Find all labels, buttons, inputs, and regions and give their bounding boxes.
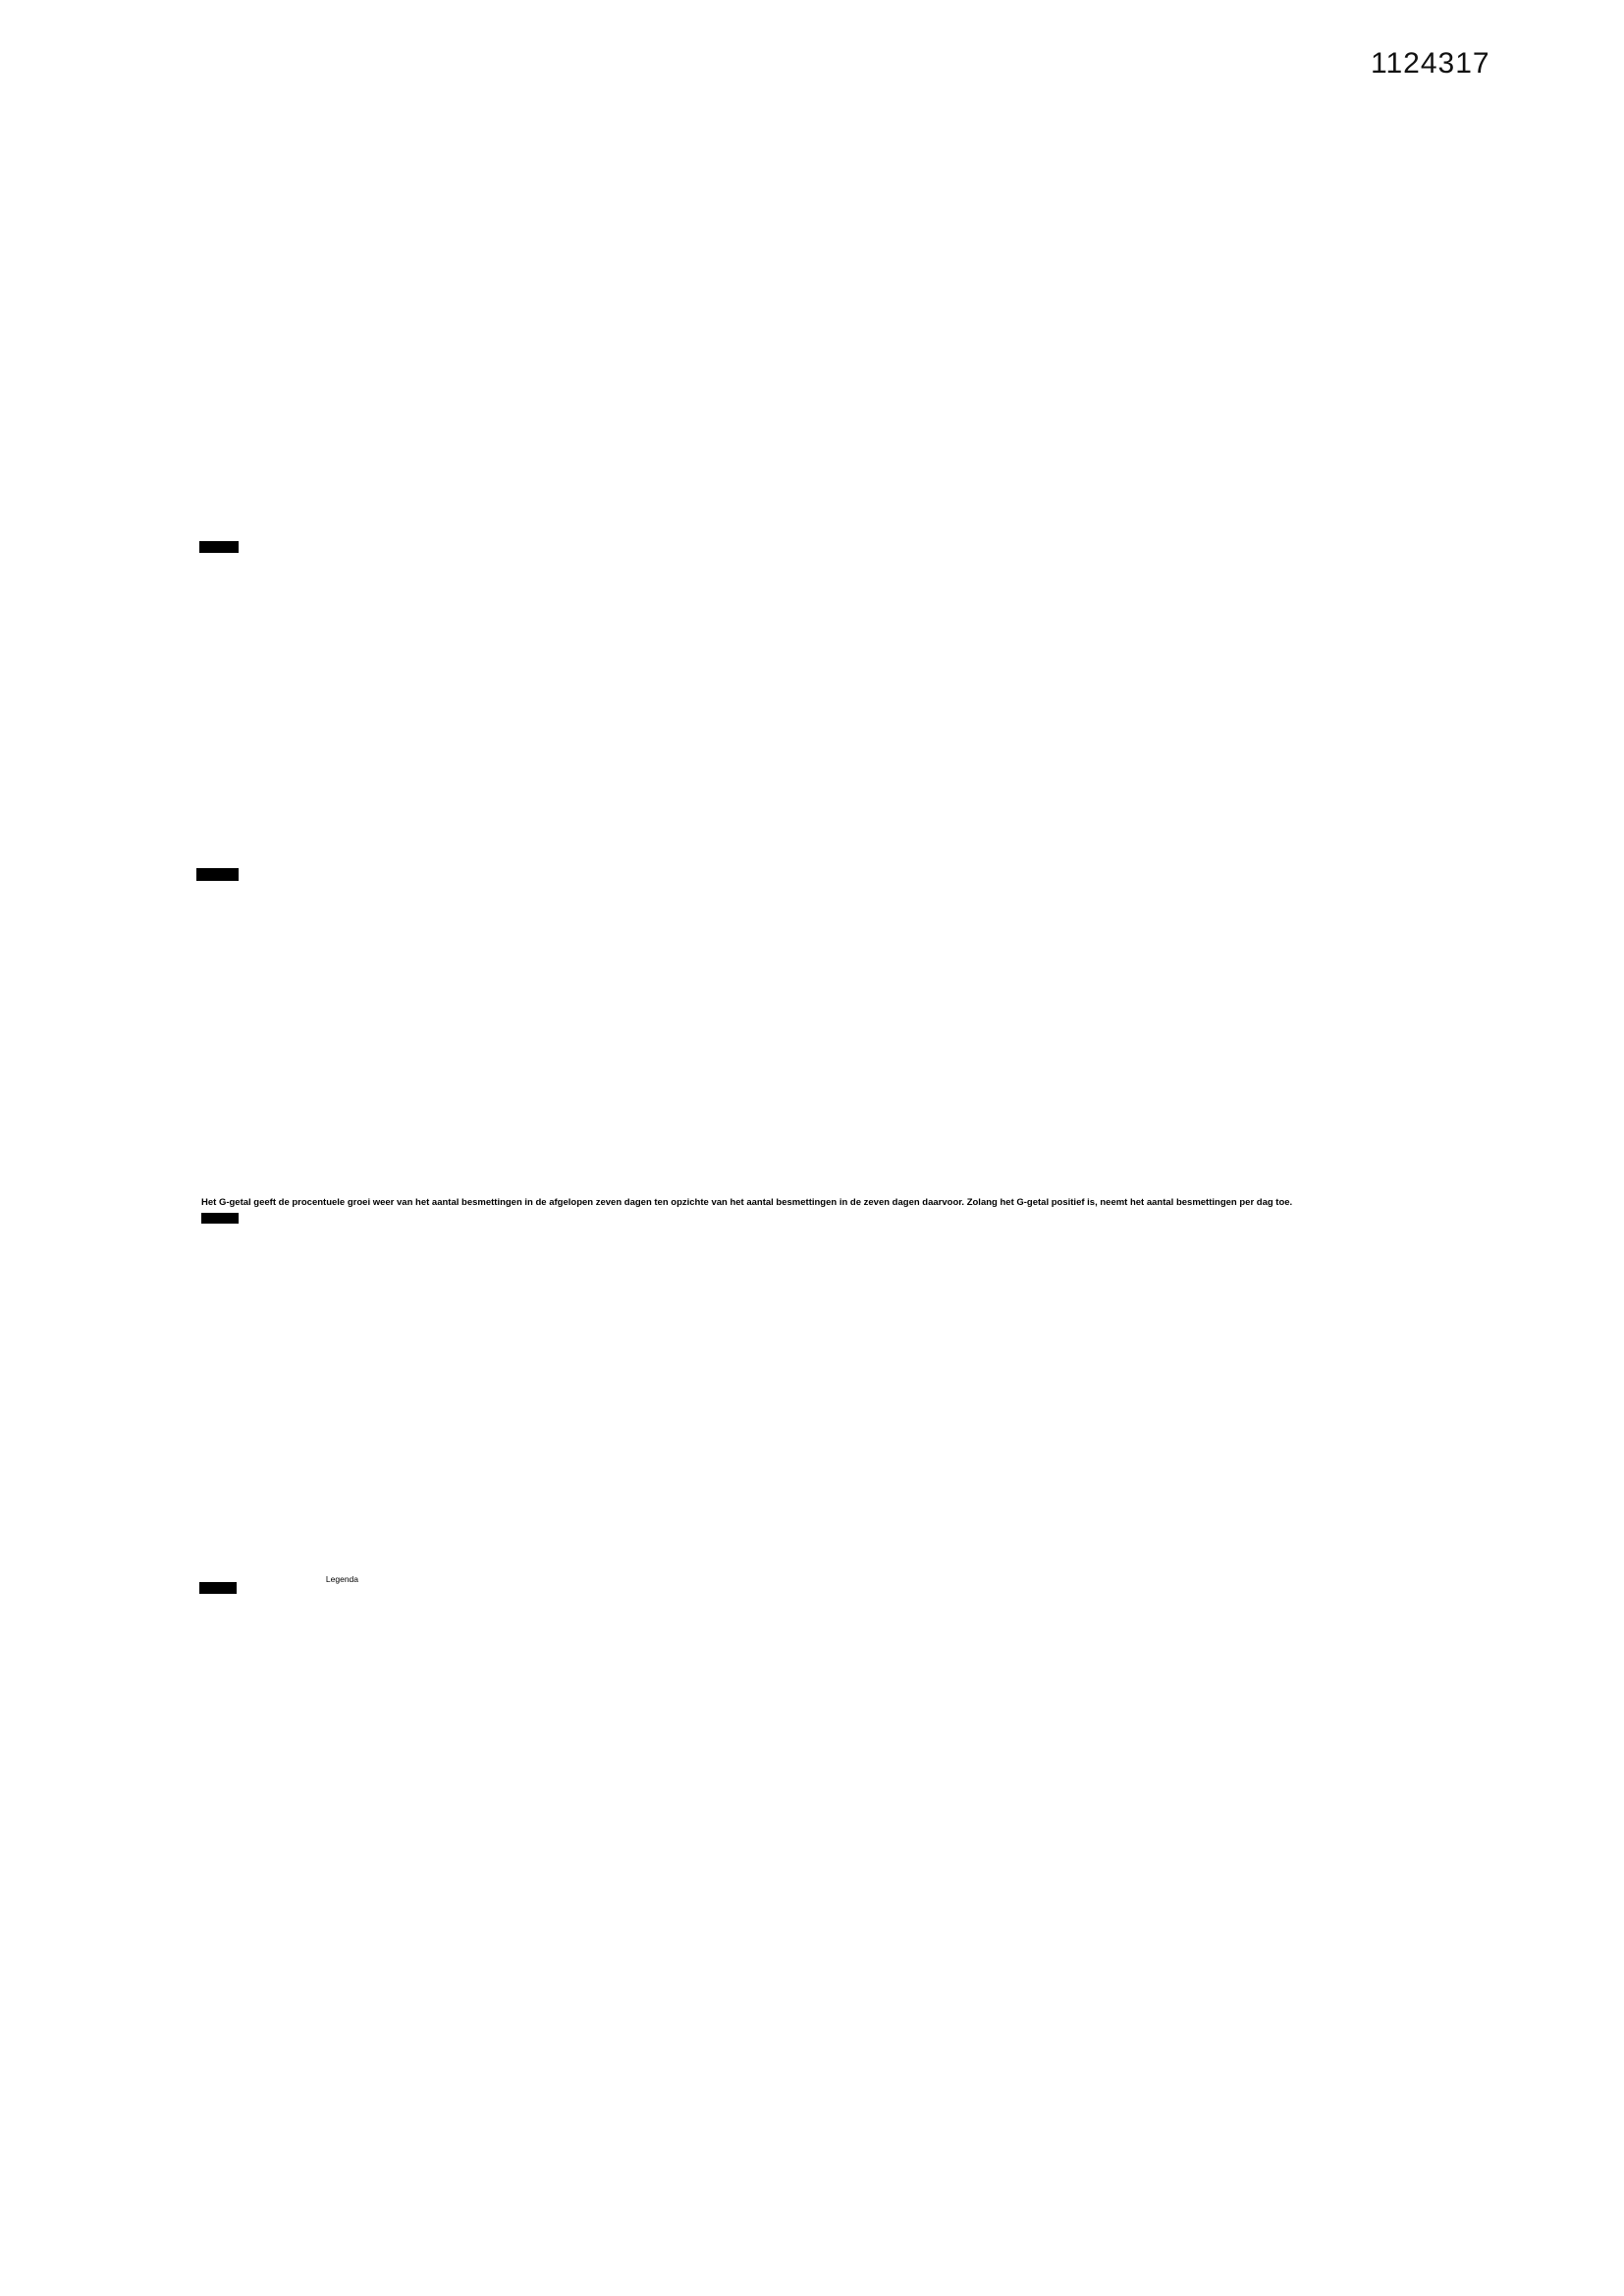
redaction-box [199,1582,237,1594]
g-getal-description: Het G-getal geeft de procentuele groei w… [201,1197,1293,1208]
redaction-box [199,541,239,553]
page-number: 1124317 [1371,47,1490,80]
legend-label: Legenda [325,1574,358,1584]
redaction-box [201,1213,239,1224]
redaction-box [196,868,239,881]
